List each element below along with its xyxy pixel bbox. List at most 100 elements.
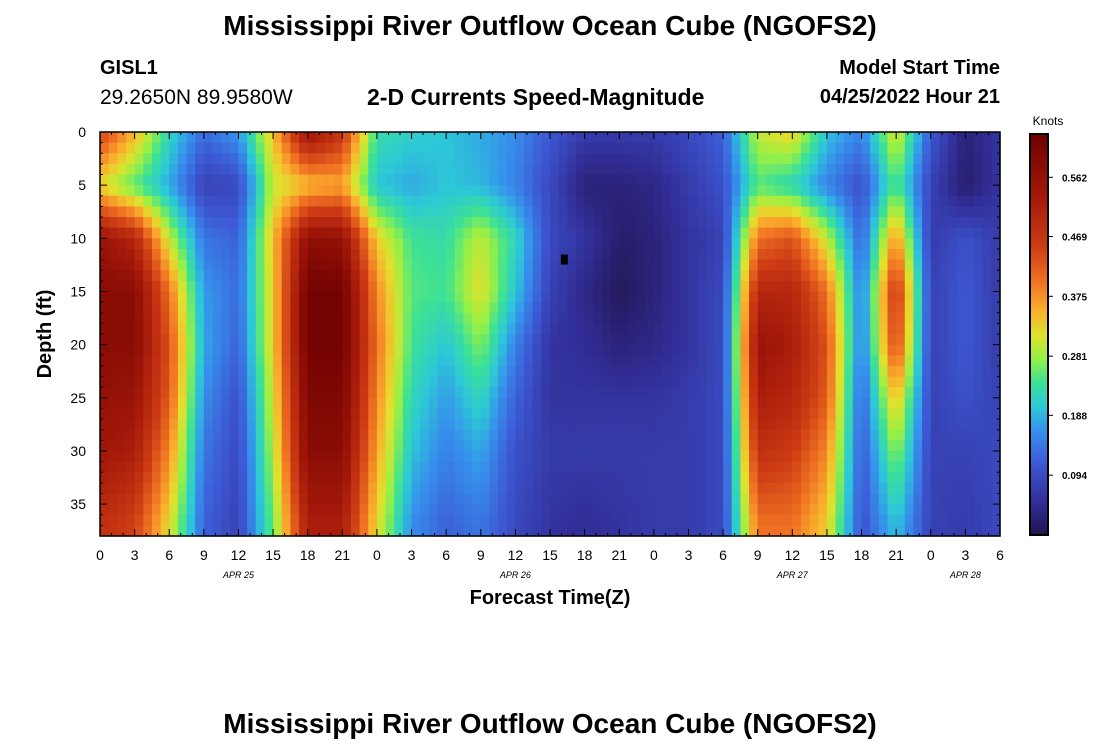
heatmap-cell — [878, 387, 889, 399]
heatmap-cell — [454, 334, 465, 346]
heatmap-cell — [463, 397, 473, 410]
heatmap-cell — [376, 355, 387, 367]
heatmap-cell — [948, 334, 958, 346]
heatmap-cell — [463, 482, 473, 495]
heatmap-cell — [290, 153, 300, 165]
heatmap-cell — [463, 355, 473, 367]
heatmap-cell — [965, 217, 975, 229]
heatmap-cell — [619, 493, 629, 505]
heatmap-cell — [991, 504, 1001, 516]
heatmap-cell — [437, 419, 447, 431]
heatmap-cell — [861, 248, 871, 261]
heatmap-cell — [368, 387, 378, 399]
heatmap-cell — [826, 344, 837, 356]
x-tick-label: 3 — [408, 547, 416, 563]
heatmap-cell — [878, 291, 889, 303]
heatmap-cell — [922, 217, 932, 229]
heatmap-cell — [117, 419, 127, 431]
heatmap-cell — [723, 504, 733, 516]
heatmap-cell — [333, 132, 343, 144]
heatmap-cell — [255, 163, 266, 176]
heatmap-cell — [965, 132, 975, 144]
heatmap-cell — [896, 259, 906, 271]
heatmap-cell — [705, 195, 716, 208]
heatmap-cell — [593, 514, 603, 526]
heatmap-cell — [515, 142, 525, 154]
heatmap-cell — [818, 355, 828, 367]
heatmap-cell — [627, 217, 638, 229]
heatmap-cell — [627, 291, 638, 303]
heatmap-cell — [705, 270, 716, 282]
heatmap-cell — [160, 525, 170, 537]
heatmap-cell — [532, 142, 542, 154]
heatmap-cell — [982, 195, 992, 208]
heatmap-cell — [818, 461, 828, 473]
heatmap-cell — [896, 419, 906, 431]
heatmap-cell — [108, 344, 118, 356]
heatmap-cell — [809, 291, 819, 303]
heatmap-cell — [255, 195, 266, 208]
heatmap-cell — [575, 504, 586, 516]
heatmap-cell — [108, 461, 118, 473]
heatmap-cell — [420, 259, 430, 271]
heatmap-cell — [610, 387, 620, 399]
heatmap-cell — [203, 248, 214, 261]
heatmap-cell — [852, 259, 863, 271]
heatmap-cell — [974, 355, 984, 367]
heatmap-cell — [627, 440, 638, 452]
heatmap-cell — [645, 185, 655, 197]
heatmap-cell — [749, 472, 759, 484]
heatmap-cell — [108, 514, 118, 526]
heatmap-cell — [930, 482, 941, 495]
heatmap-cell — [169, 270, 179, 282]
heatmap-cell — [229, 323, 240, 335]
heatmap-cell — [169, 163, 179, 176]
heatmap-cell — [645, 132, 655, 144]
heatmap-cell — [601, 291, 612, 303]
heatmap-cell — [974, 259, 984, 271]
heatmap-cell — [956, 408, 966, 420]
heatmap-cell — [671, 206, 681, 218]
heatmap-cell — [610, 291, 620, 303]
heatmap-cell — [550, 344, 560, 356]
heatmap-cell — [740, 132, 750, 144]
heatmap-cell — [800, 408, 811, 420]
heatmap-cell — [653, 185, 664, 197]
heatmap-cell — [541, 461, 551, 473]
heatmap-cell — [428, 376, 439, 388]
heatmap-cell — [619, 344, 629, 356]
heatmap-cell — [385, 334, 395, 346]
heatmap-cell — [948, 397, 958, 410]
heatmap-cell — [177, 493, 188, 505]
heatmap-cell — [264, 482, 274, 495]
heatmap-cell — [299, 185, 309, 197]
heatmap-cell — [844, 227, 854, 239]
heatmap-cell — [368, 259, 378, 271]
heatmap-cell — [125, 472, 136, 484]
heatmap-cell — [125, 142, 136, 154]
heatmap-cell — [922, 419, 932, 431]
heatmap-cell — [671, 280, 681, 293]
heatmap-cell — [974, 185, 984, 197]
heatmap-cell — [195, 525, 205, 537]
heatmap-cell — [350, 142, 361, 154]
heatmap-cell — [281, 312, 291, 324]
heatmap-cell — [290, 174, 300, 186]
heatmap-cell — [982, 312, 992, 324]
heatmap-cell — [740, 174, 750, 186]
heatmap-cell — [307, 376, 317, 388]
heatmap-cell — [550, 259, 560, 271]
heatmap-cell — [151, 376, 162, 388]
heatmap-cell — [350, 514, 361, 526]
heatmap-cell — [515, 440, 525, 452]
heatmap-cell — [783, 397, 793, 410]
heatmap-cell — [160, 355, 170, 367]
heatmap-cell — [472, 493, 482, 505]
heatmap-cell — [472, 259, 482, 271]
heatmap-cell — [844, 185, 854, 197]
heatmap-cell — [662, 248, 672, 261]
heatmap-cell — [221, 387, 231, 399]
heatmap-cell — [212, 259, 222, 271]
heatmap-cell — [402, 525, 413, 537]
heatmap-cell — [446, 185, 456, 197]
